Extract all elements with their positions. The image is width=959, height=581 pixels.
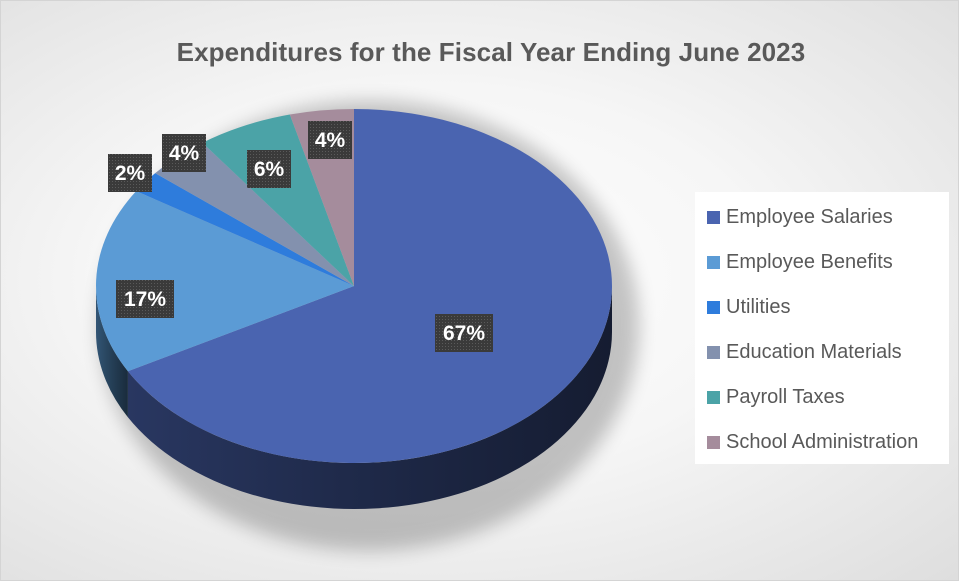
legend-swatch [707, 210, 720, 224]
data-label-box [435, 314, 493, 352]
data-label-text: 67% [443, 322, 485, 345]
data-label-school-administration: 4% [308, 121, 352, 159]
data-label-payroll-taxes: 6% [247, 150, 291, 188]
legend-swatch [707, 435, 720, 449]
pie-slice-employee-salaries[interactable] [127, 109, 613, 464]
legend-swatch [707, 345, 720, 359]
data-label-box [116, 280, 174, 318]
data-label-text: 4% [169, 142, 200, 165]
data-label-employee-salaries: 67% [435, 314, 493, 352]
data-label-box [308, 121, 352, 159]
pie-slices [96, 109, 613, 464]
pie-side-employee-benefits [96, 286, 128, 418]
legend-item-utilities[interactable]: Utilities [707, 295, 790, 319]
data-label-text: 6% [254, 158, 285, 181]
data-labels: 67% 17% 2% 4% 6% 4% [108, 121, 493, 352]
legend-label: School Administration [726, 430, 919, 453]
pie-slice-utilities[interactable] [136, 173, 354, 286]
pie-slice-payroll-taxes[interactable] [202, 114, 354, 286]
legend-item-employee-benefits[interactable]: Employee Benefits [707, 250, 893, 274]
legend-label: Employee Salaries [726, 205, 893, 228]
legend-swatch [707, 300, 720, 314]
data-label-text: 2% [115, 162, 146, 185]
pie-side-employee-salaries [127, 286, 613, 509]
legend-swatch [707, 390, 720, 404]
pie-slice-employee-benefits[interactable] [96, 191, 354, 372]
legend-item-employee-salaries[interactable]: Employee Salaries [707, 205, 893, 229]
legend-label: Education Materials [726, 340, 902, 363]
legend-label: Employee Benefits [726, 250, 893, 273]
data-label-utilities: 2% [108, 154, 152, 192]
legend-item-payroll-taxes[interactable]: Payroll Taxes [707, 385, 845, 409]
legend: Employee Salaries Employee Benefits Utilit… [695, 192, 949, 464]
legend-label: Payroll Taxes [726, 385, 845, 408]
legend-item-school-administration[interactable]: School Administration [707, 430, 918, 454]
data-label-text: 4% [315, 129, 346, 152]
data-label-box [162, 134, 206, 172]
chart-title: Expenditures for the Fiscal Year Ending … [176, 37, 806, 67]
pie-slice-education-materials[interactable] [155, 142, 354, 286]
data-label-text: 17% [124, 288, 166, 311]
data-label-box [247, 150, 291, 188]
legend-item-education-materials[interactable]: Education Materials [707, 340, 902, 364]
data-label-box [108, 154, 152, 192]
legend-swatch [707, 255, 720, 269]
pie-sides [96, 286, 613, 509]
data-label-employee-benefits: 17% [116, 280, 174, 318]
legend-label: Utilities [726, 295, 791, 318]
data-label-education-materials: 4% [162, 134, 206, 172]
